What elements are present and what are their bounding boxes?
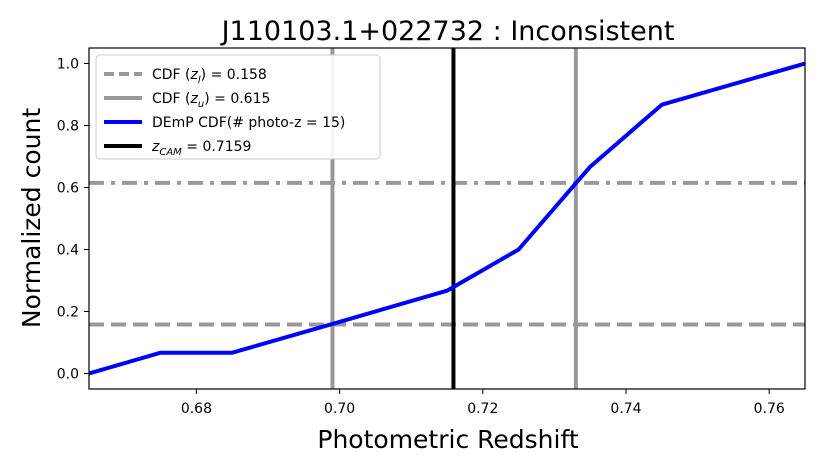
plot-inner — [89, 48, 805, 389]
x-tick-label: 0.74 — [610, 401, 641, 417]
x-tick-label: 0.76 — [754, 401, 785, 417]
legend-subscript: CAM — [159, 147, 182, 158]
legend-text-part: ) = 0.158 — [201, 67, 267, 83]
x-tick-label: 0.72 — [467, 401, 498, 417]
legend-variable: z — [190, 91, 199, 107]
y-tick-label: 0.2 — [57, 305, 79, 321]
legend-text-part: CDF ( — [152, 91, 191, 107]
axes-frame — [88, 47, 806, 390]
legend-text-part: DEmP CDF(# photo-z = 15) — [152, 115, 345, 131]
legend-text-part: ) = 0.615 — [204, 91, 270, 107]
x-axis-label: Photometric Redshift — [317, 425, 578, 454]
legend-subscript: u — [198, 99, 204, 110]
y-tick-label: 0.8 — [57, 119, 79, 135]
chart-title: J110103.1+022732 : Inconsistent — [220, 16, 675, 47]
legend-variable: z — [190, 67, 199, 83]
legend-box — [95, 54, 381, 160]
y-tick-label: 1.0 — [57, 57, 79, 73]
x-tick-label: 0.70 — [324, 401, 355, 417]
legend-text-part: CDF ( — [152, 67, 191, 83]
y-tick-label: 0.6 — [57, 181, 79, 197]
plot-area: 0.68 0.70 0.72 0.74 0.76 0.0 0.2 0.4 0.6 0.8 1.0 — [57, 47, 806, 417]
legend-text-part: = 0.7159 — [182, 139, 252, 155]
y-axis-label: Normalized count — [17, 108, 46, 328]
legend-entry-label: CDF (zl) = 0.158 — [152, 67, 267, 86]
legend-entry-label: DEmP CDF(# photo-z = 15) — [152, 115, 345, 131]
y-tick-label: 0.4 — [57, 243, 79, 259]
legend-entry-label: CDF (zu) = 0.615 — [152, 91, 270, 110]
y-tick-label: 0.0 — [57, 367, 79, 383]
x-tick-label: 0.68 — [181, 401, 212, 417]
legend-subscript: l — [198, 75, 201, 86]
legend-variable: z — [151, 139, 160, 155]
legend-entry-label: zCAM = 0.7159 — [151, 139, 251, 158]
